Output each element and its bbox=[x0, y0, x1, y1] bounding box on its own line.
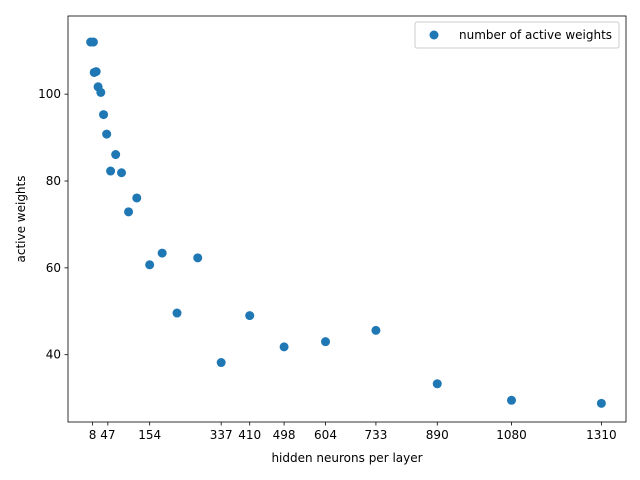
y-tick-label: 80 bbox=[46, 174, 61, 188]
legend-box bbox=[414, 21, 620, 49]
data-point bbox=[596, 398, 606, 408]
data-point bbox=[507, 395, 517, 405]
y-tick-label: 60 bbox=[46, 261, 61, 275]
data-point bbox=[124, 207, 134, 217]
data-point bbox=[99, 110, 109, 120]
data-point bbox=[102, 129, 112, 139]
data-point bbox=[279, 342, 289, 352]
legend-marker bbox=[429, 30, 439, 40]
x-tick-label: 337 bbox=[210, 428, 233, 442]
x-tick-label: 498 bbox=[273, 428, 296, 442]
plot-frame bbox=[67, 15, 627, 423]
data-point bbox=[157, 248, 167, 258]
data-point bbox=[117, 168, 127, 178]
data-point bbox=[91, 67, 101, 77]
data-point bbox=[106, 166, 116, 176]
points-layer bbox=[86, 37, 606, 408]
x-axis-ticks: 8 47 154 337 410 498 604 733 890 1080 1310 bbox=[89, 422, 617, 442]
data-point bbox=[111, 150, 121, 160]
x-tick-label: 604 bbox=[314, 428, 337, 442]
x-tick-label: 410 bbox=[238, 428, 261, 442]
legend-label: number of active weights bbox=[459, 28, 612, 42]
x-tick-label: 47 bbox=[100, 428, 115, 442]
x-tick-label: 154 bbox=[138, 428, 161, 442]
data-point bbox=[371, 325, 381, 335]
x-tick-label: 890 bbox=[426, 428, 449, 442]
x-tick-label: 8 bbox=[89, 428, 97, 442]
y-tick-label: 40 bbox=[46, 348, 61, 362]
y-axis-ticks: 40 60 80 100 bbox=[38, 87, 68, 362]
data-point bbox=[245, 311, 255, 321]
legend: number of active weights bbox=[414, 21, 620, 49]
data-point bbox=[145, 260, 155, 270]
x-axis-label: hidden neurons per layer bbox=[271, 451, 422, 465]
data-point bbox=[193, 253, 203, 263]
data-point bbox=[132, 193, 142, 203]
x-tick-label: 1080 bbox=[496, 428, 527, 442]
y-tick-label: 100 bbox=[38, 87, 61, 101]
data-point bbox=[96, 87, 106, 97]
x-tick-label: 1310 bbox=[586, 428, 617, 442]
x-tick-label: 733 bbox=[364, 428, 387, 442]
data-point bbox=[432, 379, 442, 389]
data-point bbox=[216, 358, 226, 368]
data-point bbox=[321, 337, 331, 347]
y-axis-label: active weights bbox=[14, 176, 28, 263]
data-point bbox=[88, 37, 98, 47]
data-point bbox=[172, 308, 182, 318]
